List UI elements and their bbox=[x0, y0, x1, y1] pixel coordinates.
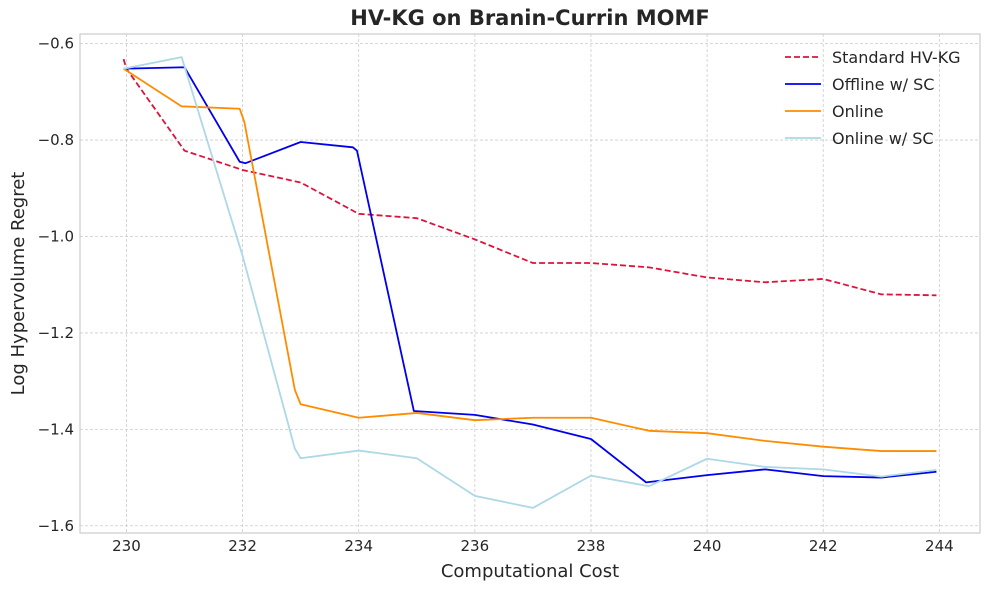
y-tick-label: −1.0 bbox=[38, 227, 74, 245]
x-tick-label: 230 bbox=[112, 537, 141, 555]
x-tick-label: 240 bbox=[693, 537, 722, 555]
y-axis-label: Log Hypervolume Regret bbox=[8, 172, 29, 396]
series-line-2 bbox=[123, 67, 937, 452]
series-line-0 bbox=[122, 58, 937, 297]
tick-labels: 230 232 234 236 238 240 242 244 −0.6 −0.8 −1.0 −1.2… bbox=[38, 35, 954, 555]
x-axis-label: Computational Cost bbox=[441, 561, 619, 582]
x-tick-label: 236 bbox=[461, 537, 490, 555]
y-tick-label: −0.6 bbox=[38, 35, 74, 53]
chart-title: HV-KG on Branin-Currin MOMF bbox=[350, 6, 709, 30]
series-lines bbox=[122, 56, 937, 509]
x-tick-label: 234 bbox=[344, 537, 373, 555]
y-tick-label: −1.2 bbox=[38, 324, 74, 342]
y-tick-label: −1.4 bbox=[38, 420, 74, 438]
legend: Standard HV-KG Offline w/ SC Online Online … bbox=[785, 48, 961, 148]
grid bbox=[80, 34, 980, 533]
legend-label-2: Online bbox=[832, 102, 884, 121]
y-tick-label: −1.6 bbox=[38, 517, 74, 535]
series-line-1 bbox=[123, 66, 937, 484]
legend-label-3: Online w/ SC bbox=[832, 129, 934, 148]
series-line-3 bbox=[123, 56, 937, 509]
plot-frame bbox=[79, 33, 981, 534]
x-tick-label: 244 bbox=[925, 537, 954, 555]
x-tick-label: 238 bbox=[577, 537, 606, 555]
y-tick-label: −0.8 bbox=[38, 131, 74, 149]
legend-label-0: Standard HV-KG bbox=[832, 48, 961, 67]
x-tick-label: 242 bbox=[809, 537, 838, 555]
legend-label-1: Offline w/ SC bbox=[832, 75, 934, 94]
x-tick-label: 232 bbox=[228, 537, 257, 555]
